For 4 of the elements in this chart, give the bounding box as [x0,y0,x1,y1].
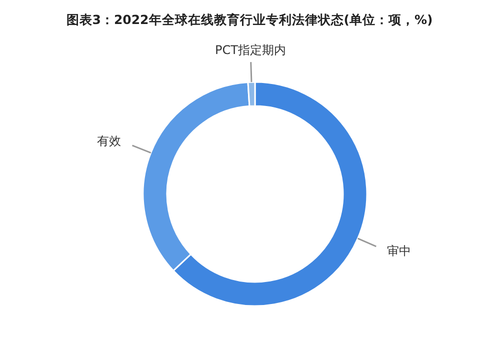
slice-label: 有效 [97,134,122,148]
chart-title: 图表3：2022年全球在线教育行业专利法律状态(单位：项，%) [65,11,434,29]
slice-label: PCT指定期内 [215,43,286,58]
slice-label: 审中 [387,244,412,258]
